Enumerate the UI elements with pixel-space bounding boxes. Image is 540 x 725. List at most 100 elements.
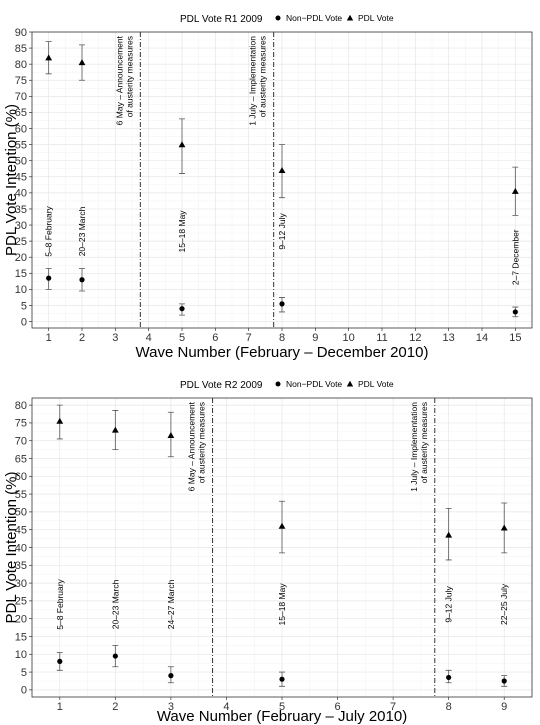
y-tick-label: 45 <box>15 172 27 184</box>
x-tick-label: 6 <box>334 701 340 713</box>
y-tick-label: 80 <box>15 59 27 71</box>
data-point-non-pdl <box>57 658 63 665</box>
legend-marker-triangle <box>346 380 354 387</box>
x-tick-label: 4 <box>223 701 229 713</box>
x-tick-label: 1 <box>57 701 63 713</box>
wave-date-label: 9–12 July <box>277 213 287 250</box>
y-tick-label: 65 <box>15 453 27 465</box>
data-point-non-pdl <box>446 674 452 681</box>
y-tick-label: 15 <box>15 631 27 643</box>
y-tick-label: 40 <box>15 542 27 554</box>
legend-marker-circle <box>275 381 281 387</box>
data-point-non-pdl <box>512 309 518 315</box>
x-tick-label: 8 <box>446 701 452 713</box>
data-point-pdl <box>45 54 53 61</box>
x-axis-title: Wave Number (February – December 2010) <box>136 344 429 361</box>
legend-title: PDL Vote R2 2009 <box>180 380 263 391</box>
event-label: 1 July – Implementation <box>248 36 258 126</box>
wave-date-label: 2–7 December <box>510 229 520 285</box>
y-tick-label: 75 <box>15 418 27 430</box>
x-tick-label: 7 <box>390 701 396 713</box>
data-point-pdl <box>511 187 519 194</box>
y-tick-label: 35 <box>15 560 27 572</box>
legend-title: PDL Vote R1 2009 <box>180 14 263 25</box>
x-tick-label: 13 <box>443 332 455 344</box>
x-tick-label: 2 <box>79 332 85 344</box>
data-point-non-pdl <box>179 306 185 312</box>
y-tick-label: 10 <box>15 649 27 661</box>
wave-date-label: 9–12 July <box>444 586 454 623</box>
y-tick-label: 45 <box>15 525 27 537</box>
legend-label: Non−PDL Vote <box>286 13 342 23</box>
data-point-pdl <box>500 524 508 531</box>
y-tick-label: 50 <box>15 507 27 519</box>
x-tick-label: 7 <box>246 332 252 344</box>
y-tick-label: 85 <box>15 43 27 55</box>
x-tick-label: 3 <box>112 332 118 344</box>
x-tick-label: 4 <box>146 332 152 344</box>
data-point-pdl <box>445 531 453 538</box>
legend: PDL Vote R1 2009 Non−PDL Vote PDL Vote <box>180 13 394 25</box>
event-label: 1 July – Implementation <box>409 402 419 492</box>
chart-panel-r2: 1 2 3 4 5 6 7 8 90510152025303540455055606570758… <box>3 379 533 725</box>
x-tick-label: 15 <box>509 332 521 344</box>
y-tick-label: 0 <box>21 316 27 328</box>
legend-marker-circle <box>275 15 281 21</box>
chart-panel-r1: 1 2 3 4 5 6 7 8 9 10 11 12 13 14 150510152025303540455… <box>3 13 533 361</box>
x-tick-label: 14 <box>476 332 488 344</box>
wave-date-label: 24–27 March <box>166 579 176 629</box>
y-tick-label: 55 <box>15 489 27 501</box>
y-tick-label: 25 <box>15 236 27 248</box>
y-tick-label: 35 <box>15 204 27 216</box>
y-tick-label: 0 <box>21 685 27 697</box>
wave-date-label: 15–18 May <box>277 583 287 626</box>
legend-label: PDL Vote <box>358 13 394 23</box>
event-label: of austerity measures <box>419 402 429 483</box>
data-point-pdl <box>78 59 86 66</box>
x-tick-label: 12 <box>409 332 421 344</box>
y-tick-label: 65 <box>15 107 27 119</box>
y-tick-label: 75 <box>15 75 27 87</box>
legend-label: Non−PDL Vote <box>286 379 342 389</box>
event-label: of austerity measures <box>197 402 207 483</box>
x-tick-label: 3 <box>168 701 174 713</box>
data-point-pdl <box>111 426 119 433</box>
x-tick-label: 2 <box>112 701 118 713</box>
y-tick-label: 5 <box>21 667 27 679</box>
data-point-non-pdl <box>79 277 85 283</box>
legend-marker-triangle <box>346 14 354 21</box>
y-tick-label: 10 <box>15 284 27 296</box>
event-label: 6 May – Announcement <box>114 35 124 125</box>
y-tick-label: 70 <box>15 91 27 103</box>
y-tick-label: 90 <box>15 27 27 39</box>
y-tick-label: 60 <box>15 471 27 483</box>
x-tick-label: 1 <box>46 332 52 344</box>
y-axis-title: PDL Vote Intention (%) <box>3 104 20 256</box>
data-point-non-pdl <box>168 673 174 679</box>
data-point-pdl <box>278 166 286 173</box>
y-tick-label: 30 <box>15 220 27 232</box>
data-point-pdl <box>56 417 64 424</box>
event-label: of austerity measures <box>124 36 134 117</box>
wave-date-label: 22–25 July <box>499 583 509 625</box>
legend: PDL Vote R2 2009 Non−PDL Vote PDL Vote <box>180 379 394 391</box>
event-label: 6 May – Announcement <box>187 401 197 491</box>
data-point-pdl <box>167 431 175 438</box>
y-tick-label: 40 <box>15 188 27 200</box>
wave-date-label: 5–8 February <box>44 205 54 256</box>
x-axis-title: Wave Number (February – July 2010) <box>157 708 407 725</box>
data-point-non-pdl <box>46 275 52 281</box>
x-tick-label: 10 <box>343 332 355 344</box>
data-point-non-pdl <box>279 301 285 307</box>
data-point-pdl <box>178 141 186 148</box>
event-label: of austerity measures <box>258 36 268 117</box>
y-tick-label: 30 <box>15 578 27 590</box>
data-point-non-pdl <box>112 653 118 659</box>
x-tick-label: 9 <box>501 701 507 713</box>
y-tick-label: 80 <box>15 400 27 412</box>
y-tick-label: 55 <box>15 139 27 151</box>
y-tick-label: 25 <box>15 596 27 608</box>
y-tick-label: 70 <box>15 436 27 448</box>
x-tick-label: 5 <box>279 701 285 713</box>
